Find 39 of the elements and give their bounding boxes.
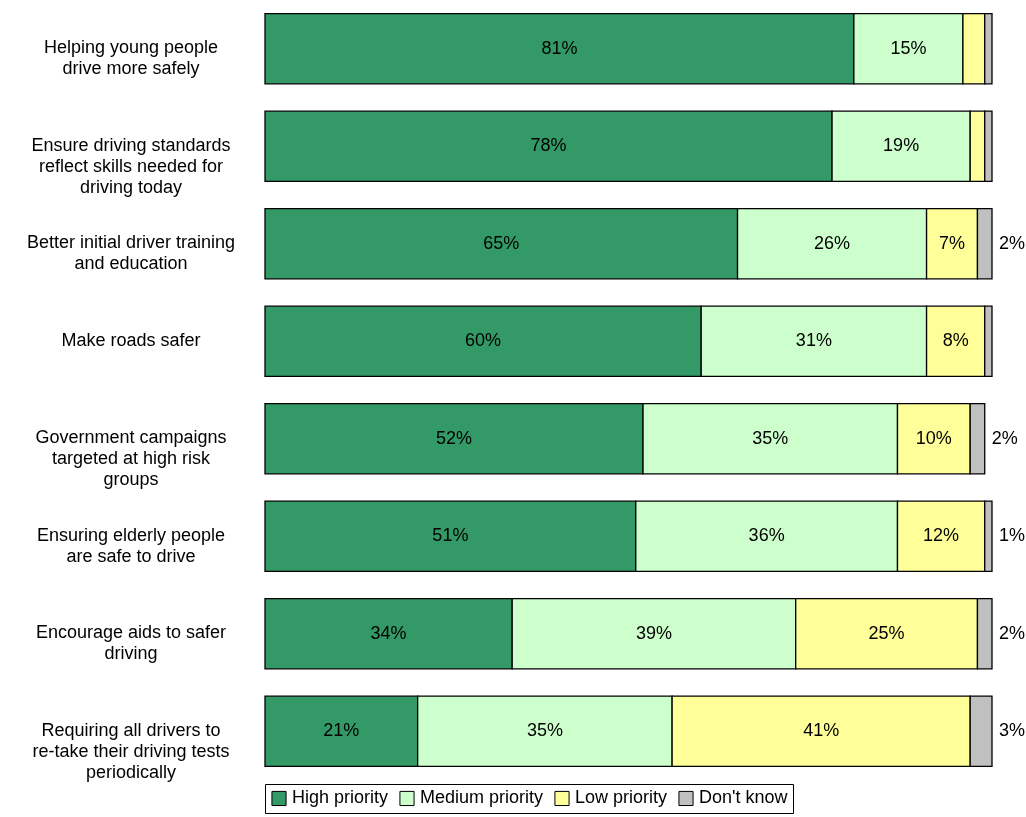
data-label: 81% xyxy=(541,37,578,58)
data-label: 35% xyxy=(526,720,563,741)
legend-label: Medium priority xyxy=(420,787,544,808)
data-label: 26% xyxy=(814,232,851,253)
y-tick-label: Make roads safer xyxy=(61,329,201,350)
data-label: 35% xyxy=(752,427,789,448)
data-label: 1% xyxy=(999,525,1026,546)
data-label: 39% xyxy=(635,622,672,643)
y-tick-label: Requiring all drivers to re-take their driving tests periodically xyxy=(32,719,230,782)
y-tick-label: Ensuring elderly people are safe to drive xyxy=(36,524,226,566)
data-label: 41% xyxy=(803,720,840,741)
data-label: 15% xyxy=(890,37,927,58)
data-label: 34% xyxy=(370,622,407,643)
data-label: 2% xyxy=(999,232,1026,253)
legend-label: Don't know xyxy=(699,787,789,808)
data-label: 10% xyxy=(915,427,952,448)
legend-label: Low priority xyxy=(575,787,668,808)
y-tick-label: Encourage aids to safer driving xyxy=(35,622,227,664)
data-label: 78% xyxy=(530,135,567,156)
data-label: 51% xyxy=(432,525,469,546)
data-label: 52% xyxy=(436,427,473,448)
data-label: 3% xyxy=(999,720,1026,741)
data-label: 7% xyxy=(939,232,966,253)
data-label: 21% xyxy=(323,720,360,741)
y-tick-label: Government campaigns targeted at high risk groups xyxy=(35,427,227,490)
data-label: 31% xyxy=(795,330,832,351)
legend-label: High priority xyxy=(292,787,389,808)
y-tick-label: Better initial driver training and education xyxy=(26,232,236,274)
data-label: 2% xyxy=(999,622,1026,643)
data-label: 60% xyxy=(465,330,502,351)
data-label: 19% xyxy=(883,135,920,156)
data-label: 25% xyxy=(868,622,905,643)
y-tick-label: Helping young people drive more safely xyxy=(43,37,219,79)
data-label: 8% xyxy=(942,330,969,351)
data-label: 2% xyxy=(991,427,1018,448)
y-tick-label: Ensure driving standards reflect skills needed for driving today xyxy=(31,134,231,197)
data-label: 65% xyxy=(483,232,520,253)
data-label: 12% xyxy=(923,525,960,546)
data-label: 36% xyxy=(748,525,785,546)
